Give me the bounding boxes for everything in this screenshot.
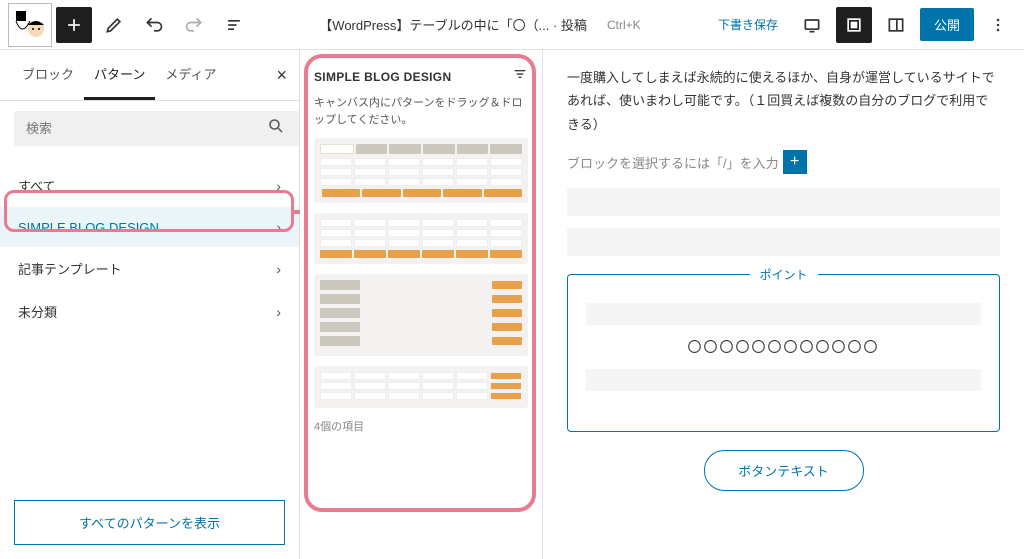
inserter-toggle[interactable] — [56, 7, 92, 43]
chevron-right-icon: › — [276, 178, 281, 194]
redo-icon[interactable] — [176, 7, 212, 43]
preview-desktop-icon[interactable] — [794, 7, 830, 43]
pattern-thumbnail[interactable] — [314, 138, 528, 203]
tab-media[interactable]: メディア — [155, 50, 226, 100]
pattern-thumbnail[interactable] — [314, 366, 528, 408]
tab-pattern[interactable]: パターン — [84, 50, 155, 100]
editor-topbar: 【WordPress】テーブルの中に「〇（... · 投稿 Ctrl+K 下書き… — [0, 0, 1024, 50]
pattern-thumbnail[interactable] — [314, 213, 528, 264]
category-article-template[interactable]: 記事テンプレート› — [0, 247, 299, 290]
block-appender[interactable]: ブロックを選択するには「/」を入力 + — [567, 150, 1000, 174]
inserter-panel: ブロック パターン メディア × すべて› SIMPLE BLOG DESIGN… — [0, 50, 300, 559]
edit-mode-icon[interactable] — [96, 7, 132, 43]
document-title-bar: 【WordPress】テーブルの中に「〇（... · 投稿 Ctrl+K — [256, 11, 704, 38]
pattern-preview-panel: SIMPLE BLOG DESIGN キャンバス内にパターンをドラッグ＆ドロップ… — [300, 50, 543, 559]
category-simple-blog-design[interactable]: SIMPLE BLOG DESIGN› — [0, 207, 299, 247]
document-title[interactable]: 【WordPress】テーブルの中に「〇（... · 投稿 — [319, 15, 587, 34]
pattern-category-title: SIMPLE BLOG DESIGN — [314, 70, 451, 84]
sidebar-toggle-icon[interactable] — [878, 7, 914, 43]
tab-block[interactable]: ブロック — [12, 50, 84, 100]
undo-icon[interactable] — [136, 7, 172, 43]
publish-button[interactable]: 公開 — [920, 8, 974, 41]
chevron-right-icon: › — [276, 261, 281, 277]
view-icon[interactable] — [836, 7, 872, 43]
category-all[interactable]: すべて› — [0, 164, 299, 207]
save-draft-button[interactable]: 下書き保存 — [708, 10, 788, 39]
pattern-instruction: キャンバス内にパターンをドラッグ＆ドロップしてください。 — [314, 95, 528, 128]
block-placeholder[interactable] — [567, 188, 1000, 216]
search-input[interactable] — [14, 111, 299, 146]
add-block-icon[interactable]: + — [783, 150, 807, 174]
block-placeholder[interactable] — [586, 303, 981, 325]
show-all-patterns-button[interactable]: すべてのパターンを表示 — [14, 500, 285, 545]
pattern-thumbnail[interactable] — [314, 274, 528, 356]
close-icon[interactable]: × — [276, 65, 287, 86]
category-uncategorized[interactable]: 未分類› — [0, 290, 299, 333]
pattern-count: 4個の項目 — [314, 418, 528, 434]
card-text[interactable]: 〇〇〇〇〇〇〇〇〇〇〇〇 — [586, 337, 981, 357]
button-block[interactable]: ボタンテキスト — [704, 450, 864, 491]
chevron-right-icon: › — [276, 304, 281, 320]
search-icon — [267, 117, 285, 140]
command-shortcut: Ctrl+K — [607, 18, 641, 32]
block-placeholder[interactable] — [586, 369, 981, 391]
card-label: ポイント — [749, 266, 817, 283]
document-outline-icon[interactable] — [216, 7, 252, 43]
more-options-icon[interactable] — [980, 7, 1016, 43]
block-placeholder[interactable] — [567, 228, 1000, 256]
paragraph-block[interactable]: 一度購入してしまえば永続的に使えるほか、自身が運営しているサイトであれば、使いま… — [567, 66, 1000, 136]
point-card-block[interactable]: ポイント 〇〇〇〇〇〇〇〇〇〇〇〇 — [567, 274, 1000, 432]
filter-icon[interactable] — [512, 66, 528, 87]
site-logo[interactable] — [8, 3, 52, 47]
chevron-right-icon: › — [276, 219, 281, 235]
inserter-tabs: ブロック パターン メディア × — [0, 50, 299, 101]
editor-canvas[interactable]: 一度購入してしまえば永続的に使えるほか、自身が運営しているサイトであれば、使いま… — [543, 50, 1024, 559]
